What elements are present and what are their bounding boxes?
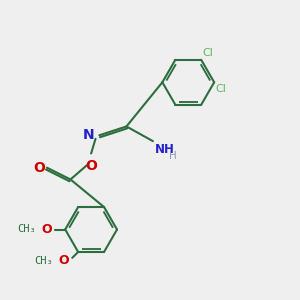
Text: NH: NH <box>154 142 174 156</box>
Text: N: N <box>82 128 94 142</box>
Text: O: O <box>85 159 97 173</box>
Text: Cl: Cl <box>216 84 226 94</box>
Text: O: O <box>34 161 46 175</box>
Text: H: H <box>169 151 177 160</box>
Text: O: O <box>41 223 52 236</box>
Text: O: O <box>59 254 69 267</box>
Text: CH₃: CH₃ <box>34 256 53 266</box>
Text: CH₃: CH₃ <box>17 224 36 235</box>
Text: Cl: Cl <box>203 48 214 59</box>
